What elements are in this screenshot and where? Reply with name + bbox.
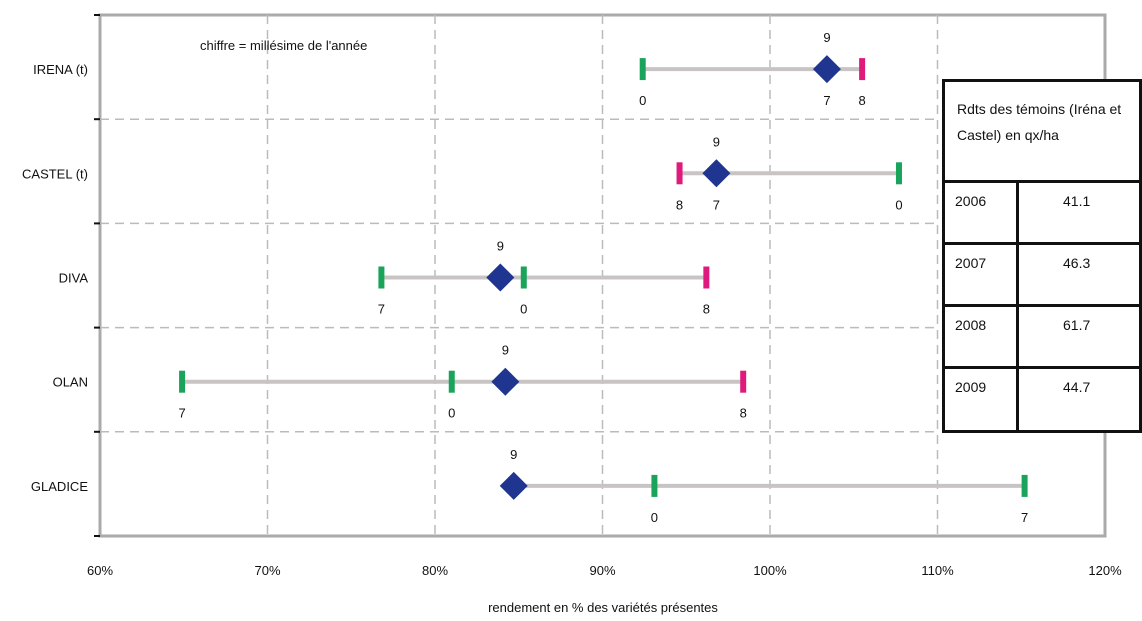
table-value: 44.7 [1063,379,1091,395]
table-row: 2006 41.1 [945,183,1139,245]
x-tick-labels: 60% 70% 80% 90% 100% 110% 120% [87,563,1122,578]
reference-yield-table: Rdts des témoins (Iréna et Castel) en qx… [942,79,1142,433]
x-tick-label: 70% [254,563,280,578]
year-marker-label: 7 [178,406,185,421]
year-marker [651,474,658,497]
year-marker-label: 8 [740,406,747,421]
x-tick-label: 90% [589,563,615,578]
table-year: 2007 [945,245,1019,304]
year-marker [740,370,747,393]
x-axis-label: rendement en % des variétés présentes [488,600,718,615]
year-marker [676,162,683,185]
year-marker [859,58,866,81]
year-marker-label: 8 [703,302,710,317]
y-category-label: DIVA [59,271,89,286]
y-category-label: OLAN [53,375,88,390]
table-row: 2009 44.7 [945,369,1139,431]
table-value: 61.7 [1063,317,1091,333]
table-year: 2008 [945,307,1019,366]
year-marker [378,266,385,289]
table-value: 46.3 [1063,255,1091,271]
year-marker [179,370,186,393]
table-title: Rdts des témoins (Iréna et Castel) en qx… [945,82,1139,183]
year-marker [1021,474,1028,497]
mean-diamond [812,55,841,84]
year-marker [520,266,527,289]
x-tick-label: 80% [422,563,448,578]
year-marker-label: 7 [823,93,830,108]
table-value: 41.1 [1063,193,1091,209]
data-marks: 0 7 8 9 8 7 0 9 7 0 8 9 7 0 8 9 0 7 9 [178,30,1028,525]
year-marker-label: 0 [448,406,455,421]
table-row: 2007 46.3 [945,245,1139,307]
mean-label: 9 [823,30,830,45]
mean-diamond [491,367,520,396]
year-marker-label: 7 [713,197,720,212]
x-tick-label: 60% [87,563,113,578]
mean-diamond [499,471,528,500]
table-row: 2008 61.7 [945,307,1139,369]
x-tick-label: 100% [753,563,787,578]
category-separators [94,14,940,537]
y-category-label: CASTEL (t) [22,166,88,181]
year-marker-label: 7 [1021,510,1028,525]
x-tick-label: 120% [1088,563,1122,578]
mean-label: 9 [713,134,720,149]
year-marker [895,162,902,185]
mean-diamond [702,159,731,188]
year-marker-label: 8 [676,197,683,212]
mean-label: 9 [502,343,509,358]
y-category-labels: IRENA (t) CASTEL (t) DIVA OLAN GLADICE [22,62,88,494]
year-marker [639,58,646,81]
year-marker-label: 0 [651,510,658,525]
y-category-label: IRENA (t) [33,62,88,77]
year-marker-label: 7 [378,302,385,317]
year-marker [703,266,710,289]
chart-note: chiffre = millésime de l'année [200,38,367,53]
mean-diamond [486,263,515,292]
y-category-label: GLADICE [31,479,88,494]
year-marker-label: 0 [639,93,646,108]
mean-label: 9 [510,447,517,462]
year-marker [448,370,455,393]
x-tick-label: 110% [921,563,954,578]
year-marker-label: 0 [520,302,527,317]
table-year: 2006 [945,183,1019,242]
year-marker-label: 0 [895,197,902,212]
mean-label: 9 [497,239,504,254]
table-year: 2009 [945,369,1019,431]
year-marker-label: 8 [859,93,866,108]
